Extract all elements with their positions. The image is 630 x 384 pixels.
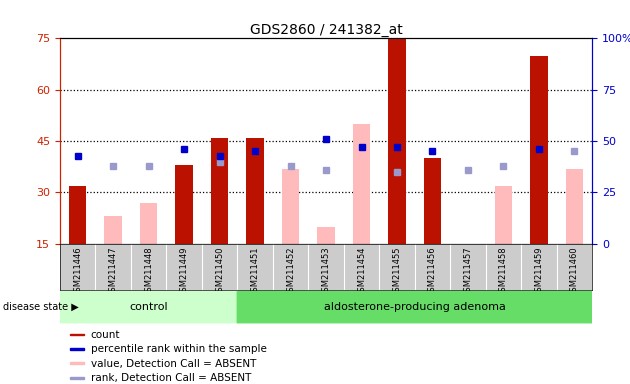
Bar [210,138,229,244]
Bar [71,348,84,350]
Text: GSM211446: GSM211446 [73,246,82,297]
Bar [495,185,512,244]
Text: GSM211459: GSM211459 [534,246,544,297]
Bar [388,38,406,244]
Bar [140,203,158,244]
Text: GSM211454: GSM211454 [357,246,366,297]
Bar [104,217,122,244]
Title: GDS2860 / 241382_at: GDS2860 / 241382_at [249,23,403,37]
Text: disease state ▶: disease state ▶ [3,302,79,312]
Text: control: control [129,302,168,312]
Bar [71,334,84,336]
Bar [69,185,86,244]
FancyBboxPatch shape [60,292,238,323]
Text: GSM211455: GSM211455 [392,246,401,297]
Text: value, Detection Call = ABSENT: value, Detection Call = ABSENT [91,359,256,369]
Text: GSM211452: GSM211452 [286,246,295,297]
Text: percentile rank within the sample: percentile rank within the sample [91,344,266,354]
Text: GSM211460: GSM211460 [570,246,579,297]
Text: GSM211453: GSM211453 [321,246,331,297]
Bar [317,227,335,244]
Bar [353,124,370,244]
Bar [71,362,84,364]
Text: GSM211456: GSM211456 [428,246,437,297]
Text: GSM211458: GSM211458 [499,246,508,297]
Bar [423,158,442,244]
Text: GSM211451: GSM211451 [251,246,260,297]
Text: GSM211447: GSM211447 [108,246,118,297]
Bar [71,377,84,379]
Text: aldosterone-producing adenoma: aldosterone-producing adenoma [324,302,506,312]
Bar [566,169,583,244]
Bar [282,169,299,244]
Bar [210,175,229,244]
Bar [530,56,548,244]
Text: GSM211457: GSM211457 [464,246,472,297]
Text: GSM211450: GSM211450 [215,246,224,297]
Text: count: count [91,330,120,340]
Bar [175,165,193,244]
Text: GSM211448: GSM211448 [144,246,153,297]
Bar [246,148,264,244]
Bar [246,138,264,244]
Text: GSM211449: GSM211449 [180,246,188,297]
FancyBboxPatch shape [238,292,592,323]
Text: rank, Detection Call = ABSENT: rank, Detection Call = ABSENT [91,373,251,383]
